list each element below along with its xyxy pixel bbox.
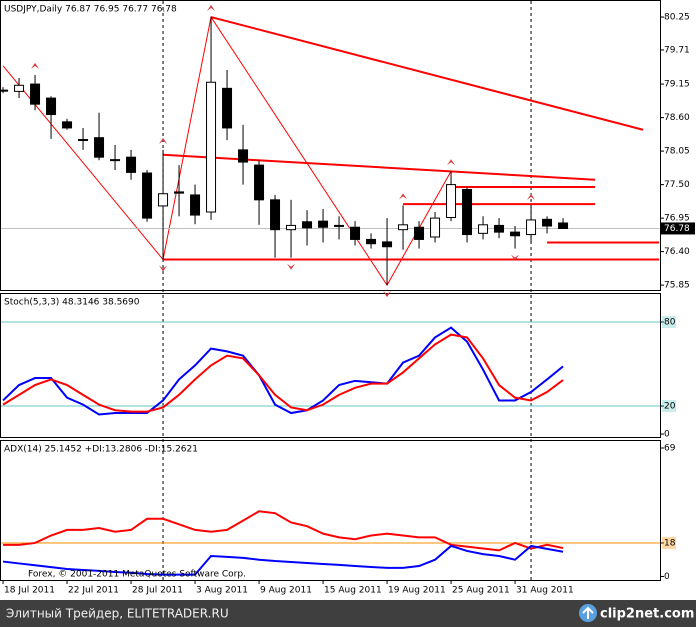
indicator-line [2, 333, 564, 413]
fractal-down [511, 254, 520, 261]
fractal-down [383, 291, 392, 298]
y-tick-label: 79.15 [664, 80, 690, 90]
candle-body [174, 191, 185, 194]
x-tick-label: 31 Aug 2011 [516, 586, 574, 596]
x-tick-label: 19 Aug 2011 [388, 586, 446, 596]
candle-body [254, 164, 265, 201]
stoch-panel [0, 293, 661, 438]
y-tick-label: 80.25 [664, 13, 690, 23]
candle-body [382, 241, 393, 248]
candle-body [542, 218, 553, 227]
candle-body [78, 139, 89, 142]
candle-body [0, 89, 9, 92]
y-tick-label: 78.05 [664, 147, 690, 157]
candle-body [158, 193, 169, 207]
candle-body [430, 217, 441, 238]
trendline [210, 16, 644, 131]
candle-body [414, 226, 425, 240]
y-tick-label: 79.71 [664, 45, 690, 55]
background [0, 0, 696, 600]
candle-body [270, 199, 281, 231]
main-panel [0, 0, 661, 291]
fractal-down [287, 263, 296, 270]
indicator-line [2, 326, 564, 416]
candle-body [238, 149, 249, 163]
x-tick-label: 15 Aug 2011 [324, 586, 382, 596]
candle-body [302, 221, 313, 229]
candle-body [318, 220, 329, 228]
fractal-down [159, 265, 168, 272]
adx-title: ADX(14) 25.1452 +DI:13.2806 -DI:15.2621 [4, 445, 198, 455]
fractal-up [447, 159, 456, 166]
fractal-up [207, 5, 216, 12]
indicator-line [3, 510, 564, 552]
y-tick-label: 77.50 [664, 180, 690, 190]
candle-body [398, 224, 409, 231]
trendline [162, 153, 596, 181]
logo-arrow [582, 606, 594, 619]
candle-body [526, 219, 537, 236]
y-tick-label: 20 [664, 402, 676, 412]
indicator-line [2, 544, 564, 576]
price-label-box [661, 222, 695, 235]
x-tick-label: 22 Jul 2011 [68, 586, 119, 596]
y-tick-label: 18 [664, 538, 676, 548]
candle-body [62, 121, 73, 129]
candle-body [110, 159, 121, 162]
x-tick-label: 3 Aug 2011 [196, 586, 248, 596]
candle-body [494, 224, 505, 233]
candle-body [366, 238, 377, 245]
y-tick-label: 76.95 [664, 214, 690, 224]
plot: 80.25 79.71 79.15 78.60 78.05 77.50 76.95 76.40… [0, 1, 695, 596]
copyright: Forex, © 2001-2011 MetaQuotes Software C… [28, 570, 246, 580]
candle-body [334, 224, 345, 227]
stoch-title: Stoch(5,3,3) 48.3146 38.5690 [4, 298, 140, 308]
fractal-up [527, 193, 536, 200]
footer-text: Элитный Трейдер, ELITETRADER.RU [6, 607, 229, 621]
zigzag [2, 15, 452, 287]
candle-body [142, 172, 153, 219]
y-tick-label: 0 [664, 572, 670, 582]
logo-text: clip2net.com [600, 607, 694, 622]
candle-body [126, 156, 137, 173]
y-tick-label: 76.40 [664, 247, 690, 257]
y-tick-label: 75.85 [664, 281, 690, 291]
fractal-up [399, 193, 408, 200]
candle-body [222, 87, 233, 129]
candle-body [286, 224, 297, 231]
candle-body [30, 83, 41, 105]
candle-body [94, 137, 105, 158]
y-tick-box [662, 536, 676, 549]
fractal-up [159, 137, 168, 144]
price-label: 76.78 [664, 224, 690, 234]
x-tick-label: 18 Jul 2011 [4, 586, 55, 596]
x-tick-label: 25 Aug 2011 [452, 586, 510, 596]
chart-title: USDJPY,Daily 76.87 76.95 76.77 76.78 [4, 5, 177, 15]
x-tick-label: 9 Aug 2011 [260, 586, 312, 596]
adx-panel [0, 440, 661, 581]
candle-body [350, 226, 361, 240]
y-tick-label: 0 [664, 430, 670, 440]
fractal-up [31, 62, 40, 69]
candle-body [478, 224, 489, 234]
y-tick-box [662, 400, 676, 413]
candle-body [46, 97, 57, 116]
candle-body [190, 194, 201, 216]
candle-body [462, 188, 473, 236]
candle-body [14, 84, 25, 92]
y-tick-label: 80 [664, 317, 676, 327]
y-tick-box [662, 315, 676, 328]
candle-body [206, 81, 217, 213]
candle-body [558, 222, 569, 229]
candle-body [446, 184, 457, 219]
x-tick-label: 28 Jul 2011 [132, 586, 183, 596]
y-tick-label: 78.60 [664, 113, 690, 123]
candle-body [510, 231, 521, 237]
y-tick-label: 69 [664, 444, 676, 454]
